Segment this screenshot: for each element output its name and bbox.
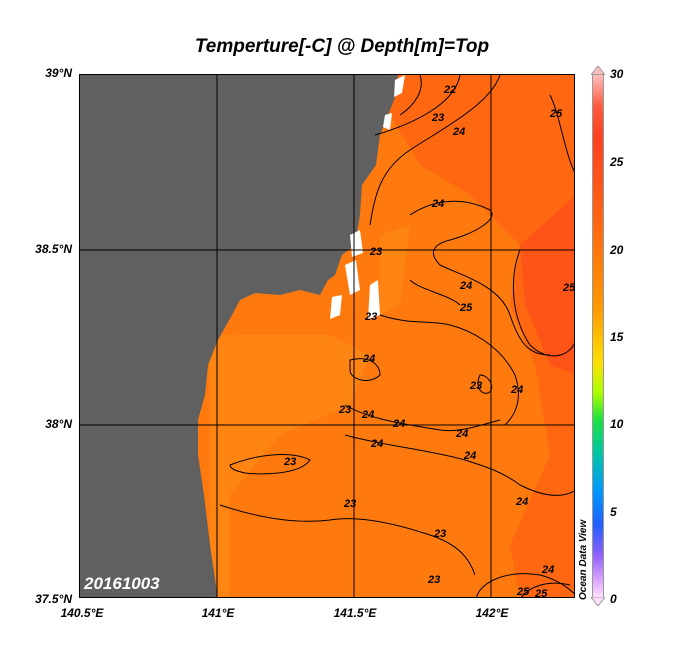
contour-label: 24 [392,418,405,430]
coast-island [383,113,392,130]
contour-label: 23 [469,380,482,392]
warm-offshore [380,75,574,597]
contour-label: 23 [427,574,440,586]
contour-label: 25 [549,108,563,120]
contour-label: 25 [459,302,473,314]
contour-label: 24 [541,564,554,576]
contour-lines [219,75,574,597]
contour-label: 23 [364,311,377,323]
contour-label: 24 [431,198,444,210]
contour-label: 23 [433,528,446,540]
contour-label: 24 [370,438,383,450]
contour-label-group: 22 23 24 25 23 24 23 24 25 25 24 23 24 2… [283,84,575,598]
contour-label: 24 [459,280,472,292]
coast-island [345,260,360,295]
colorbar [592,74,604,598]
lat-label-38-5: 38.5°N [35,242,72,256]
coast-island [368,280,380,319]
contour-label: 24 [463,450,476,462]
colorbar-label: 0 [610,592,617,606]
contour-label: 23 [338,404,351,416]
sst-map: 22 23 24 25 23 24 23 24 25 25 24 23 24 2… [80,75,575,598]
colorbar-label: 15 [610,330,624,344]
warmest-patch [520,196,574,375]
land-mass [80,75,398,597]
lon-label-140-5: 140.5°E [60,606,104,620]
lon-label-141-5: 141.5°E [333,606,377,620]
colorbar-label: 30 [610,67,624,81]
colorbar-top-cap [591,66,605,75]
contour-label: 23 [431,112,444,124]
ocean-data-view-watermark: Ocean Data View [578,519,589,600]
colorbar-label: 5 [610,505,617,519]
colorbar-label: 10 [610,417,624,431]
coast-island [330,295,342,319]
contour-label: 24 [510,384,523,396]
contour-label: 23 [369,246,382,258]
map-panel: 22 23 24 25 23 24 23 24 25 25 24 23 24 2… [79,74,575,598]
contour-label: 23 [283,456,296,468]
lon-label-141: 141°E [201,606,235,620]
cool-coastal [210,335,370,597]
contour-label: 25 [562,282,575,294]
cool-bay [380,225,410,315]
date-stamp: 20161003 [84,574,160,593]
contour-label: 25 [534,588,548,598]
contour-label: 24 [361,409,374,421]
lat-label-37-5: 37.5°N [35,592,72,606]
contour-label: 25 [516,586,530,598]
map-title: Temperture[-C] @ Depth[m]=Top [194,36,490,57]
coast-island [394,75,405,97]
colorbar-bottom-cap [591,597,605,606]
graticule [80,75,574,597]
contour-label: 24 [362,353,375,365]
contour-label: 24 [452,126,465,138]
colorbar-label: 25 [610,155,624,169]
lon-label-142: 142°E [475,606,509,620]
contour-label: 22 [443,84,456,96]
lat-label-38: 38°N [45,417,72,431]
contour-label: 24 [455,428,468,440]
colorbar-label: 20 [610,243,624,257]
lat-label-39: 39°N [45,66,72,80]
contour-label: 24 [515,496,528,508]
contour-label: 23 [343,498,356,510]
